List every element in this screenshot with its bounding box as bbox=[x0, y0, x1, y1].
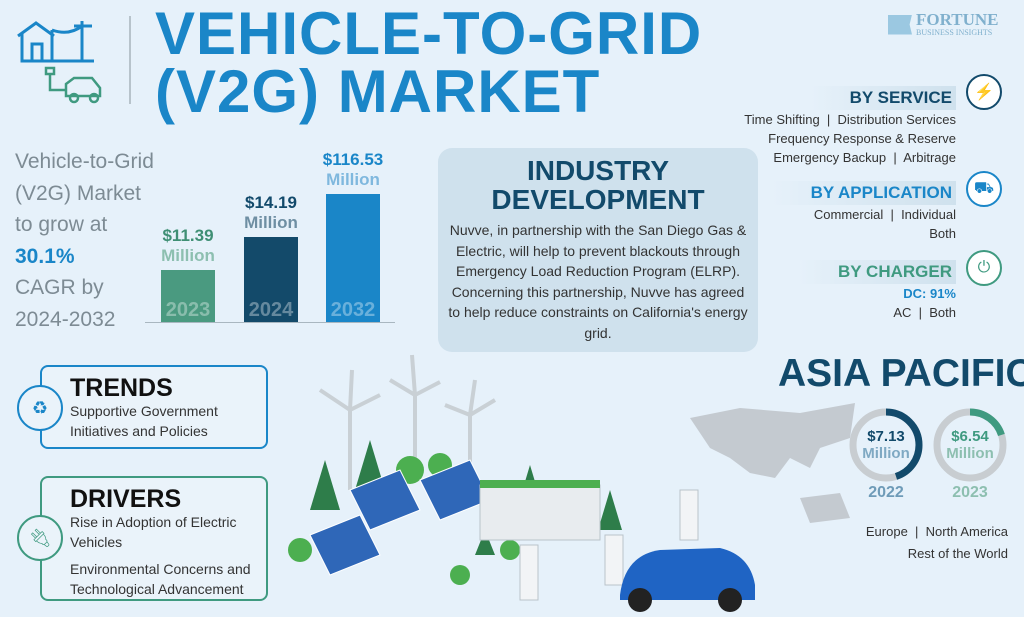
segment-by-service: BY SERVICE Time Shifting | Distribution … bbox=[744, 86, 956, 167]
other-regions-line: Rest of the World bbox=[907, 546, 1008, 561]
summary-line: CAGR by bbox=[15, 276, 104, 299]
driver-item: Environmental Concerns and Technological… bbox=[70, 561, 251, 597]
charger-plug-icon: ⏻ bbox=[966, 250, 1002, 286]
trends-box: TRENDS Supportive Government Initiatives… bbox=[40, 365, 268, 449]
ring-progress-2022 bbox=[849, 408, 923, 482]
title-line-1: VEHICLE-TO-GRID bbox=[155, 0, 703, 67]
bar-unit: Million bbox=[244, 213, 298, 232]
summary-line: 2024-2032 bbox=[15, 307, 116, 331]
segment-title: BY SERVICE bbox=[809, 86, 956, 110]
segment-title: BY CHARGER bbox=[798, 260, 956, 284]
logo-mark-icon bbox=[888, 14, 912, 35]
logo-brand: FORTUNE bbox=[916, 10, 999, 29]
bar-year-label: 2023 bbox=[165, 299, 211, 321]
summary-line: (V2G) Market bbox=[15, 181, 142, 205]
ring-year: 2022 bbox=[868, 484, 904, 501]
industry-body: Nuvve, in partnership with the San Diego… bbox=[448, 222, 748, 341]
growth-summary: Vehicle-to-Grid (V2G) Market to grow at … bbox=[15, 146, 154, 335]
other-regions: Europe | North America Rest of the World bbox=[866, 521, 1008, 565]
summary-line: Vehicle-to-Grid bbox=[15, 150, 154, 173]
cagr-value: 30.1% bbox=[15, 244, 75, 268]
industry-title: DEVELOPMENT bbox=[491, 184, 705, 215]
bar-value-label: $14.19 Million bbox=[235, 193, 307, 233]
bar-value: $11.39 bbox=[162, 226, 214, 245]
chart-baseline bbox=[145, 322, 395, 323]
industry-development-panel: INDUSTRY DEVELOPMENT Nuvve, in partnersh… bbox=[438, 148, 758, 352]
ring-value-2023: $6.54 Million bbox=[937, 428, 1003, 462]
bar-2023: 2023 bbox=[161, 270, 215, 322]
logo-sub: BUSINESS INSIGHTS bbox=[916, 28, 993, 37]
dc-share: DC: 91% bbox=[903, 286, 956, 301]
ring-year: 2023 bbox=[952, 484, 988, 501]
segment-line: Commercial | Individual bbox=[813, 207, 956, 222]
ring-value: $7.13 bbox=[867, 428, 905, 445]
segment-line: Both bbox=[929, 226, 956, 241]
bar-unit: Million bbox=[326, 170, 380, 189]
bar-2024: 2024 bbox=[244, 237, 298, 322]
bar-value: $116.53 bbox=[322, 150, 384, 169]
renewable-energy-illustration bbox=[288, 354, 755, 612]
drivers-box: DRIVERS Rise in Adoption of Electric Veh… bbox=[40, 476, 268, 601]
asia-pacific-map bbox=[690, 403, 855, 523]
policy-car-icon: ♻ bbox=[17, 385, 63, 431]
segment-line: Emergency Backup | Arbitrage bbox=[773, 150, 956, 165]
bar-year-label: 2032 bbox=[330, 299, 376, 321]
region-rings bbox=[849, 408, 1007, 482]
bar-year-label: 2024 bbox=[248, 299, 294, 321]
segment-line: Time Shifting | Distribution Services bbox=[744, 112, 956, 127]
drivers-title: DRIVERS bbox=[70, 485, 182, 513]
header-divider bbox=[129, 16, 131, 104]
segment-title: BY APPLICATION bbox=[770, 181, 956, 205]
bar-unit: Million bbox=[161, 246, 215, 265]
industry-title: INDUSTRY bbox=[526, 155, 670, 186]
title-line-2: (V2G) MARKET bbox=[155, 58, 601, 125]
other-regions-line: Europe | North America bbox=[865, 524, 1008, 539]
summary-line: to grow at bbox=[15, 213, 108, 236]
fortune-logo: FORTUNE BUSINESS INSIGHTS bbox=[888, 10, 999, 37]
driver-item: Rise in Adoption of Electric Vehicles bbox=[70, 514, 237, 550]
segment-line: AC | Both bbox=[893, 305, 956, 320]
segment-by-charger: BY CHARGER DC: 91% AC | Both bbox=[798, 260, 956, 322]
ring-value: $6.54 bbox=[951, 428, 989, 445]
ring-unit: Million bbox=[946, 445, 994, 462]
ring-value-2022: $7.13 Million bbox=[853, 428, 919, 462]
bar-value: $14.19 bbox=[245, 193, 297, 212]
ring-unit: Million bbox=[862, 445, 910, 462]
bar-value-label: $11.39 Million bbox=[152, 226, 224, 266]
segment-by-application: BY APPLICATION Commercial | Individual B… bbox=[770, 181, 956, 243]
truck-icon: ⛟ bbox=[966, 171, 1002, 207]
bar-value-label: $116.53 Million bbox=[317, 150, 389, 190]
house-ev-grid-icon bbox=[17, 21, 102, 104]
trends-body: Supportive Government Initiatives and Po… bbox=[70, 403, 218, 439]
region-title: ASIA PACIFIC bbox=[778, 352, 1024, 395]
trends-title: TRENDS bbox=[70, 374, 173, 402]
ev-plug-icon: 🔌︎ bbox=[17, 515, 63, 561]
bar-2032: 2032 bbox=[326, 194, 380, 322]
segment-line: Frequency Response & Reserve bbox=[768, 131, 956, 146]
ev-charging-service-icon: ⚡ bbox=[966, 74, 1002, 110]
ring-progress-2023 bbox=[933, 408, 1007, 482]
